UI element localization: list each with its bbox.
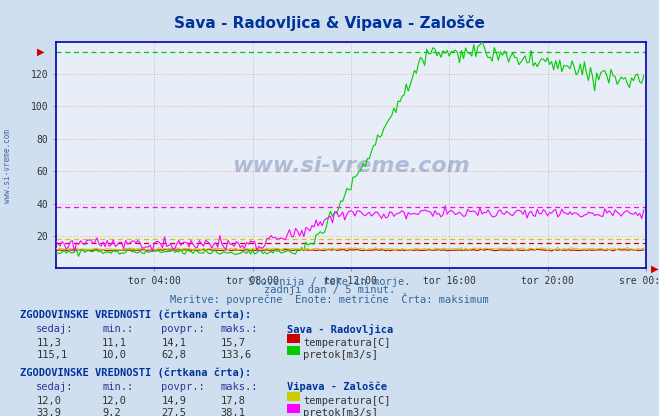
Text: maks.:: maks.:: [221, 382, 258, 392]
Text: Sava - Radovljica: Sava - Radovljica: [287, 324, 393, 335]
Text: povpr.:: povpr.:: [161, 382, 205, 392]
Text: 33,9: 33,9: [36, 408, 61, 416]
Text: 14,9: 14,9: [161, 396, 186, 406]
Text: min.:: min.:: [102, 382, 133, 392]
Text: maks.:: maks.:: [221, 324, 258, 334]
Text: 9,2: 9,2: [102, 408, 121, 416]
Text: sedaj:: sedaj:: [36, 324, 74, 334]
Text: 62,8: 62,8: [161, 350, 186, 360]
Text: 11,3: 11,3: [36, 338, 61, 348]
Text: ▶: ▶: [38, 47, 45, 57]
Text: pretok[m3/s]: pretok[m3/s]: [303, 350, 378, 360]
Text: pretok[m3/s]: pretok[m3/s]: [303, 408, 378, 416]
Text: www.si-vreme.com: www.si-vreme.com: [3, 129, 13, 203]
Text: 12,0: 12,0: [36, 396, 61, 406]
Text: 133,6: 133,6: [221, 350, 252, 360]
Text: Sava - Radovljica & Vipava - Zalošče: Sava - Radovljica & Vipava - Zalošče: [174, 15, 485, 30]
Text: 11,1: 11,1: [102, 338, 127, 348]
Text: 14,1: 14,1: [161, 338, 186, 348]
Text: temperatura[C]: temperatura[C]: [303, 338, 391, 348]
Text: ▶: ▶: [651, 263, 659, 273]
Text: 17,8: 17,8: [221, 396, 246, 406]
Text: 15,7: 15,7: [221, 338, 246, 348]
Text: min.:: min.:: [102, 324, 133, 334]
Text: Vipava - Zalošče: Vipava - Zalošče: [287, 382, 387, 392]
Text: Slovenija / reke in morje.: Slovenija / reke in morje.: [248, 277, 411, 287]
Text: ZGODOVINSKE VREDNOSTI (črtkana črta):: ZGODOVINSKE VREDNOSTI (črtkana črta):: [20, 368, 251, 378]
Text: 10,0: 10,0: [102, 350, 127, 360]
Text: temperatura[C]: temperatura[C]: [303, 396, 391, 406]
Text: 115,1: 115,1: [36, 350, 67, 360]
Text: 12,0: 12,0: [102, 396, 127, 406]
Text: ZGODOVINSKE VREDNOSTI (črtkana črta):: ZGODOVINSKE VREDNOSTI (črtkana črta):: [20, 310, 251, 320]
Text: Meritve: povprečne  Enote: metrične  Črta: maksimum: Meritve: povprečne Enote: metrične Črta:…: [170, 293, 489, 305]
Text: zadnji dan / 5 minut.: zadnji dan / 5 minut.: [264, 285, 395, 295]
Text: 38,1: 38,1: [221, 408, 246, 416]
Text: povpr.:: povpr.:: [161, 324, 205, 334]
Text: 27,5: 27,5: [161, 408, 186, 416]
Text: sedaj:: sedaj:: [36, 382, 74, 392]
Text: www.si-vreme.com: www.si-vreme.com: [232, 156, 470, 176]
